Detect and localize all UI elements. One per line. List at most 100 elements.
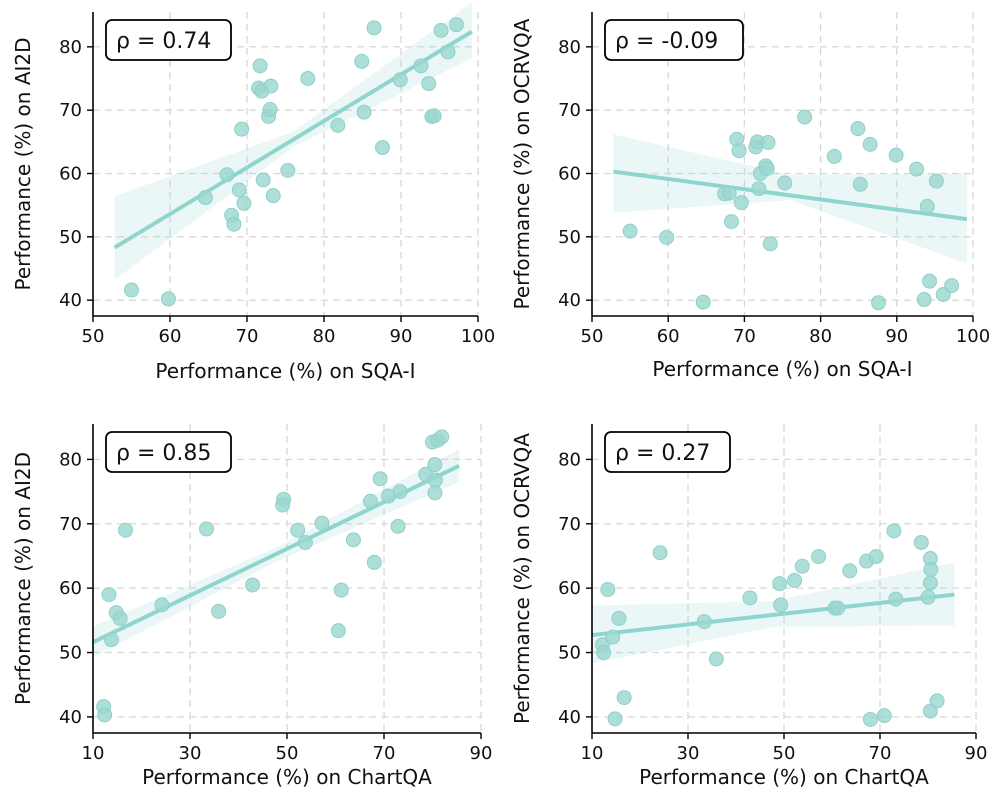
y-tick-label: 40: [558, 707, 581, 728]
rho-label: ρ = 0.85: [116, 441, 211, 466]
scatter-point: [923, 561, 939, 577]
scatter-point: [245, 577, 261, 593]
scatter-point: [723, 214, 739, 230]
scatter-point: [596, 645, 612, 661]
scatter-point: [888, 147, 904, 163]
scatter-point: [345, 532, 361, 548]
scatter-point: [919, 198, 935, 214]
scatter-point: [426, 108, 442, 124]
scatter-point: [219, 167, 235, 183]
scatter-point: [354, 53, 370, 69]
scatter-point: [909, 161, 925, 177]
scatter-point: [154, 597, 170, 613]
scatter-point: [372, 471, 388, 487]
scatter-point: [777, 175, 793, 191]
scatter-point: [275, 497, 291, 513]
y-tick-label: 70: [59, 100, 82, 121]
scatter-point: [772, 576, 788, 592]
scatter-point: [234, 121, 250, 137]
scatter-point: [922, 273, 938, 289]
scatter-point: [944, 278, 960, 294]
scatter-point: [652, 545, 668, 561]
y-tick-label: 80: [59, 37, 82, 58]
x-tick-label: 60: [159, 326, 182, 347]
y-tick-label: 60: [59, 164, 82, 185]
y-tick-label: 40: [59, 707, 82, 728]
scatter-point: [862, 711, 878, 727]
x-tick-label: 50: [276, 743, 299, 764]
y-tick-label: 70: [558, 514, 581, 535]
rho-box: [105, 19, 232, 61]
scatter-point: [330, 623, 346, 639]
scatter-point: [262, 102, 278, 118]
scatter-point: [708, 651, 724, 667]
scatter-point: [392, 72, 408, 88]
scatter-point: [427, 472, 443, 488]
y-tick-label: 40: [59, 290, 82, 311]
regression-line: [113, 29, 473, 250]
y-tick-label: 50: [558, 643, 581, 664]
scatter-point: [862, 136, 878, 152]
scatter-point: [616, 690, 632, 706]
scatter-point: [280, 162, 296, 178]
scatter-point: [929, 693, 945, 709]
scatter-point: [366, 20, 382, 36]
y-tick-label: 70: [59, 514, 82, 535]
scatter-point: [721, 185, 737, 201]
scatter-point: [392, 484, 408, 500]
x-tick-label: 50: [773, 743, 796, 764]
y-tick-label: 60: [59, 578, 82, 599]
scatter-point: [759, 160, 775, 176]
rho-box: [604, 19, 744, 61]
scatter-point: [413, 58, 429, 74]
y-tick-label: 80: [558, 37, 581, 58]
scatter-point: [433, 22, 449, 38]
scatter-point: [607, 711, 623, 727]
scatter-point: [297, 534, 313, 550]
panel-chartqa-vs-ai2d: 10 30 50 70 90 40 50 60 70 80 Performance (%) on C…: [11, 424, 492, 789]
scatter-point: [211, 603, 227, 619]
scatter-point: [659, 229, 675, 245]
scatter-point: [928, 173, 944, 189]
scatter-point: [427, 457, 443, 473]
x-tick-label: 50: [82, 326, 105, 347]
y-tick-label: 40: [558, 290, 581, 311]
y-axis-title: Performance (%) on AI2D: [11, 452, 35, 705]
scatter-point: [117, 522, 133, 538]
x-tick-label: 30: [677, 743, 700, 764]
scatter-point: [600, 581, 616, 597]
scatter-point: [731, 143, 747, 159]
x-axis-title: Performance (%) on ChartQA: [639, 765, 929, 789]
y-axis-title: Performance (%) on OCRVQA: [510, 18, 534, 309]
scatter-point: [850, 121, 866, 137]
x-tick-label: 90: [885, 326, 908, 347]
scatter-point: [922, 575, 938, 591]
y-tick-label: 60: [558, 578, 581, 599]
scatter-point: [101, 587, 117, 603]
x-tick-label: 10: [581, 743, 604, 764]
scatter-point: [811, 549, 827, 565]
scatter-point: [920, 589, 936, 605]
x-axis-title: Performance (%) on SQA-I: [155, 359, 415, 383]
y-tick-label: 70: [558, 100, 581, 121]
x-tick-label: 100: [956, 326, 990, 347]
scatter-point: [826, 148, 842, 164]
scatter-point: [742, 590, 758, 606]
scatter-point: [255, 172, 271, 188]
scatter-point: [830, 600, 846, 616]
scatter-point: [290, 522, 306, 538]
scatter-point: [375, 140, 391, 156]
scatter-point: [871, 295, 887, 311]
x-tick-label: 90: [390, 326, 413, 347]
x-tick-label: 30: [179, 743, 202, 764]
y-tick-label: 50: [59, 643, 82, 664]
scatter-point: [112, 610, 128, 626]
scatter-point: [794, 558, 810, 574]
x-tick-label: 70: [373, 743, 396, 764]
scatter-point: [252, 58, 268, 74]
x-tick-label: 10: [82, 743, 105, 764]
scatter-point: [773, 597, 789, 613]
scatter-point: [760, 134, 776, 150]
scatter-point: [876, 708, 892, 724]
